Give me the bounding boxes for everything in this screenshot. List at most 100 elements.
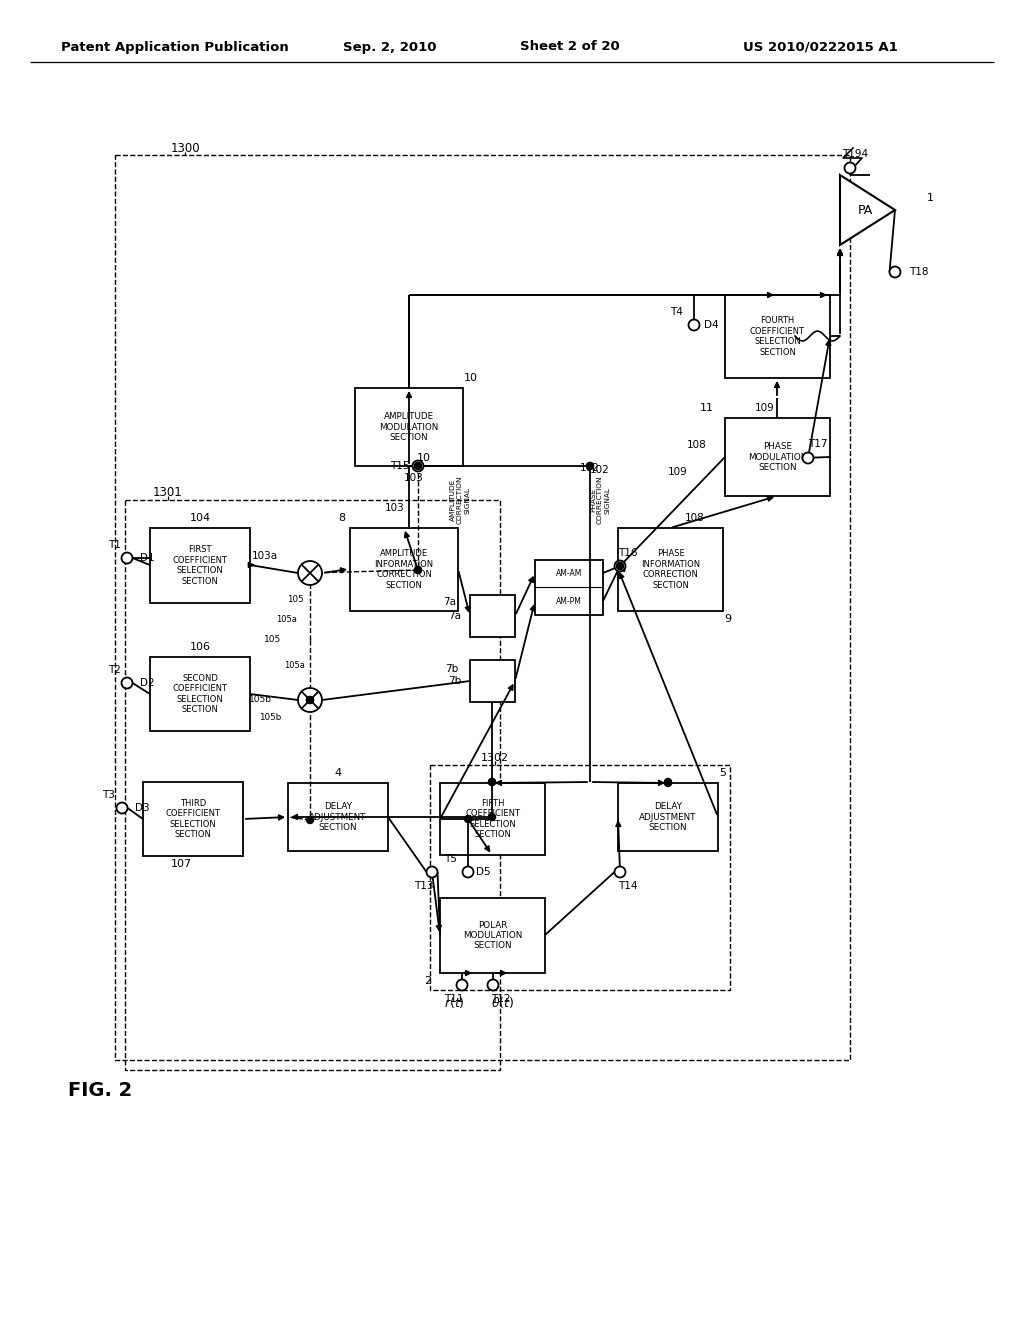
Bar xyxy=(618,783,718,851)
Text: 105b: 105b xyxy=(259,713,282,722)
Circle shape xyxy=(587,462,594,470)
Text: 105a: 105a xyxy=(285,661,305,671)
Text: 105: 105 xyxy=(264,635,282,644)
Text: 4: 4 xyxy=(335,768,342,777)
Bar xyxy=(535,560,603,615)
Circle shape xyxy=(117,803,128,813)
Text: 7b: 7b xyxy=(449,676,462,686)
Text: FIFTH
COEFFICIENT
SELECTION
SECTION: FIFTH COEFFICIENT SELECTION SECTION xyxy=(465,799,520,840)
Text: PHASE
INFORMATION
CORRECTION
SECTION: PHASE INFORMATION CORRECTION SECTION xyxy=(641,549,700,590)
Circle shape xyxy=(415,462,422,470)
Circle shape xyxy=(665,779,672,785)
Text: 109: 109 xyxy=(668,467,688,477)
Text: 108: 108 xyxy=(687,440,707,450)
Bar xyxy=(150,528,250,603)
Text: T17: T17 xyxy=(808,440,827,449)
Text: US 2010/0222015 A1: US 2010/0222015 A1 xyxy=(742,41,897,54)
Text: DELAY
ADJUSTMENT
SECTION: DELAY ADJUSTMENT SECTION xyxy=(639,803,696,832)
Text: SECOND
COEFFICIENT
SELECTION
SECTION: SECOND COEFFICIENT SELECTION SECTION xyxy=(172,675,227,714)
Text: DELAY
ADJUSTMENT
SECTION: DELAY ADJUSTMENT SECTION xyxy=(309,803,367,832)
Bar xyxy=(725,418,830,496)
Circle shape xyxy=(487,979,499,990)
Circle shape xyxy=(415,462,422,470)
Text: T13: T13 xyxy=(415,880,434,891)
Text: 7a: 7a xyxy=(449,611,462,620)
Text: T15: T15 xyxy=(390,461,410,471)
Text: FOURTH
COEFFICIENT
SELECTION
SECTION: FOURTH COEFFICIENT SELECTION SECTION xyxy=(750,317,805,356)
Bar xyxy=(440,783,545,855)
Text: Sheet 2 of 20: Sheet 2 of 20 xyxy=(520,41,620,54)
Text: 8: 8 xyxy=(339,513,345,523)
Bar xyxy=(470,595,515,638)
Text: THIRD
COEFFICIENT
SELECTION
SECTION: THIRD COEFFICIENT SELECTION SECTION xyxy=(166,799,220,840)
Text: 1301: 1301 xyxy=(154,487,183,499)
Text: 102: 102 xyxy=(581,463,600,473)
Circle shape xyxy=(890,267,900,277)
Text: D4: D4 xyxy=(705,319,719,330)
Text: T18: T18 xyxy=(909,267,929,277)
Text: D5: D5 xyxy=(476,867,490,876)
Text: T3: T3 xyxy=(102,789,116,800)
Text: T2: T2 xyxy=(108,665,121,675)
Text: 1302: 1302 xyxy=(481,752,509,763)
Text: T16: T16 xyxy=(618,548,638,558)
Circle shape xyxy=(122,553,132,564)
Text: PHASE
CORRECTION
SIGNAL: PHASE CORRECTION SIGNAL xyxy=(590,475,610,524)
Bar xyxy=(288,783,388,851)
Text: T1: T1 xyxy=(108,540,121,550)
Polygon shape xyxy=(840,176,895,246)
Circle shape xyxy=(413,461,424,471)
Text: 10: 10 xyxy=(417,453,431,463)
Circle shape xyxy=(616,562,624,569)
Text: AM-AM: AM-AM xyxy=(556,569,583,578)
Bar xyxy=(143,781,243,855)
Text: T5: T5 xyxy=(443,854,457,865)
Text: T194: T194 xyxy=(842,149,868,158)
Bar xyxy=(725,294,830,378)
Circle shape xyxy=(457,979,468,990)
Text: D2: D2 xyxy=(140,678,155,688)
Circle shape xyxy=(306,697,313,704)
Text: PHASE
MODULATION
SECTION: PHASE MODULATION SECTION xyxy=(748,442,807,471)
Text: 105b: 105b xyxy=(249,696,271,705)
Text: D1: D1 xyxy=(140,553,155,564)
Circle shape xyxy=(803,453,813,463)
Text: FIG. 2: FIG. 2 xyxy=(68,1081,132,1100)
Circle shape xyxy=(427,866,437,878)
Circle shape xyxy=(614,866,626,878)
Circle shape xyxy=(465,816,471,822)
Text: PA: PA xyxy=(857,203,872,216)
Text: 1300: 1300 xyxy=(170,141,200,154)
Circle shape xyxy=(688,319,699,330)
Text: $r(t)$: $r(t)$ xyxy=(443,995,464,1011)
Circle shape xyxy=(614,561,626,572)
Circle shape xyxy=(122,677,132,689)
Text: AM-PM: AM-PM xyxy=(556,597,582,606)
Circle shape xyxy=(488,779,496,785)
Bar xyxy=(350,528,458,611)
Circle shape xyxy=(587,462,594,470)
Circle shape xyxy=(488,813,496,821)
Circle shape xyxy=(298,561,322,585)
Text: 105a: 105a xyxy=(276,615,297,624)
Text: AMPLITUDE
INFORMATION
CORRECTION
SECTION: AMPLITUDE INFORMATION CORRECTION SECTION xyxy=(375,549,433,590)
Text: 103: 103 xyxy=(404,473,424,483)
Circle shape xyxy=(488,779,496,785)
Text: 109: 109 xyxy=(755,403,775,413)
Bar xyxy=(355,388,463,466)
Bar xyxy=(115,154,850,1060)
Bar xyxy=(150,657,250,731)
Text: AMPLITUDE
MODULATION
SECTION: AMPLITUDE MODULATION SECTION xyxy=(379,412,438,442)
Text: 102: 102 xyxy=(590,465,610,475)
Text: 105: 105 xyxy=(287,595,303,605)
Circle shape xyxy=(616,562,624,569)
Text: Patent Application Publication: Patent Application Publication xyxy=(61,41,289,54)
Circle shape xyxy=(306,817,313,824)
Text: T4: T4 xyxy=(670,308,682,317)
Text: 108: 108 xyxy=(685,513,705,523)
Text: 7a: 7a xyxy=(443,597,457,607)
Text: AMPLITUDE
CORRECTION
SIGNAL: AMPLITUDE CORRECTION SIGNAL xyxy=(450,475,470,524)
Text: 10: 10 xyxy=(464,374,478,383)
Text: T12: T12 xyxy=(492,994,511,1005)
Text: 106: 106 xyxy=(189,642,211,652)
